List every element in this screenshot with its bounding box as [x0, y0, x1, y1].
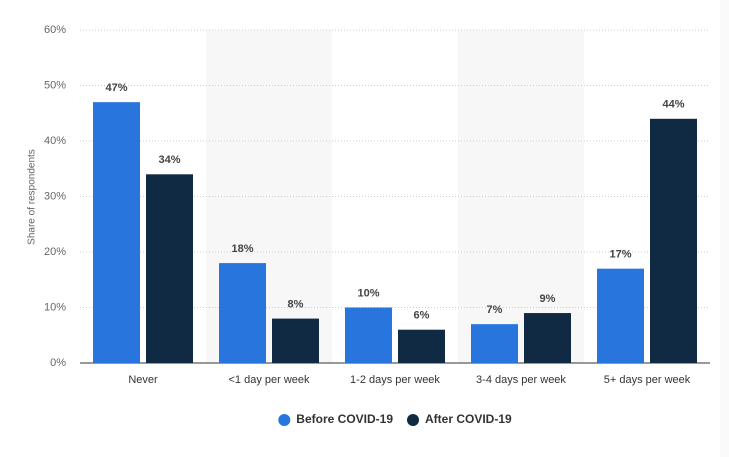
y-tick-label: 0%	[50, 357, 66, 369]
legend: Before COVID-19 After COVID-19	[278, 412, 512, 426]
x-tick-label: Never	[128, 374, 158, 386]
bar	[93, 102, 140, 364]
y-tick-label: 20%	[44, 246, 66, 258]
value-label: 10%	[357, 287, 379, 299]
bar	[650, 118, 697, 363]
bar	[471, 324, 518, 363]
bar	[345, 307, 392, 363]
y-tick-label: 30%	[44, 190, 66, 202]
y-tick-label: 50%	[44, 79, 66, 91]
bar	[524, 313, 571, 363]
value-label: 8%	[288, 299, 304, 311]
bar	[398, 329, 445, 363]
bar	[219, 263, 266, 363]
value-label: 7%	[487, 304, 503, 316]
bar	[597, 268, 644, 363]
y-tick-label: 10%	[44, 301, 66, 313]
y-axis-label: Share of respondents	[27, 149, 38, 245]
legend-label: After COVID-19	[425, 412, 512, 426]
x-tick-label: 1-2 days per week	[350, 374, 440, 386]
legend-marker	[407, 414, 420, 426]
value-label: 9%	[540, 293, 556, 305]
bar	[146, 174, 193, 363]
value-label: 6%	[414, 310, 430, 322]
value-label: 34%	[158, 154, 180, 166]
value-label: 17%	[609, 249, 631, 261]
legend-label: Before COVID-19	[296, 412, 393, 426]
x-tick-label: 3-4 days per week	[476, 374, 566, 386]
legend-marker	[278, 414, 291, 426]
value-label: 44%	[662, 99, 684, 111]
value-label: 47%	[105, 82, 127, 94]
y-tick-label: 40%	[44, 135, 66, 147]
y-tick-label: 60%	[44, 24, 66, 36]
side-panel	[720, 0, 729, 457]
value-label: 18%	[231, 243, 253, 255]
x-tick-label: 5+ days per week	[604, 374, 691, 386]
bar	[272, 318, 319, 363]
x-tick-label: <1 day per week	[228, 374, 310, 386]
